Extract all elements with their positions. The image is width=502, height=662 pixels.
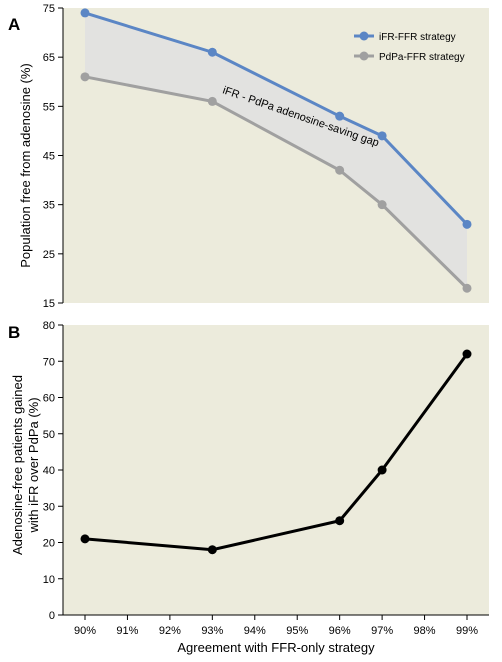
- panel-b-y-tick-label: 10: [43, 574, 55, 586]
- legend-ifr-label: iFR-FFR strategy: [379, 32, 456, 43]
- series-ifr-point: [377, 131, 387, 141]
- series-pdpa-point: [377, 200, 387, 210]
- panel-b-y-tick-label: 60: [43, 393, 55, 405]
- panel-b-letter: B: [8, 323, 20, 342]
- panel-a-y-tick-label: 15: [43, 298, 55, 310]
- panel-b-x-tick-label: 96%: [329, 625, 351, 637]
- panel-b-x-tick-label: 97%: [371, 625, 393, 637]
- panel-b-y-axis-label-line-2: with iFR over PdPa (%): [26, 397, 41, 533]
- series-pdpa-point: [462, 283, 472, 293]
- panel-a-y-tick-label: 55: [43, 101, 55, 113]
- panel-b-y-tick-label: 30: [43, 501, 55, 513]
- series-gain-point: [377, 465, 387, 475]
- panel-b-x-axis: 90% 91% 92% 93% 94% 95% 96% 97% 98% 99%: [63, 614, 489, 637]
- panel-b-x-tick-label: 92%: [159, 625, 181, 637]
- panel-b-y-axis-label-line-1: Adenosine-free patients gained: [10, 375, 25, 555]
- panel-b-x-tick-label: 95%: [286, 625, 308, 637]
- panel-b-x-axis-label: Agreement with FFR-only strategy: [177, 640, 375, 655]
- series-ifr-point: [207, 47, 217, 57]
- series-ifr-point: [80, 8, 90, 18]
- series-pdpa-point: [335, 165, 345, 175]
- panel-a-y-axis: 15 25 35 45 55 65 75: [43, 3, 64, 310]
- panel-b-x-tick-label: 99%: [456, 625, 478, 637]
- series-ifr-point: [462, 219, 472, 229]
- panel-b-x-tick-label: 91%: [116, 625, 138, 637]
- panel-b-y-tick-label: 0: [49, 610, 55, 622]
- panel-a-series: [80, 8, 472, 293]
- series-gain-point: [335, 516, 345, 526]
- adenosine-saving-gap-band: [85, 12, 467, 289]
- series-pdpa-point: [80, 72, 90, 82]
- panel-a-y-tick-label: 75: [43, 3, 55, 15]
- panel-b: B 0 10 20 30 40 50 60 70 80 90% 91% 92% 93% 94% 95% 96…: [8, 320, 489, 655]
- panel-b-y-axis: 0 10 20 30 40 50 60 70 80: [43, 320, 64, 622]
- legend-pdpa-label: PdPa-FFR strategy: [379, 52, 465, 63]
- panel-a-letter: A: [8, 15, 20, 34]
- panel-a-legend: iFR-FFR strategy PdPa-FFR strategy: [354, 31, 465, 63]
- panel-b-y-tick-label: 20: [43, 538, 55, 550]
- series-ifr-point: [335, 111, 345, 121]
- panel-b-series: [80, 349, 472, 555]
- panel-b-y-tick-label: 70: [43, 356, 55, 368]
- series-gain-point: [207, 545, 217, 555]
- panel-a-y-tick-label: 65: [43, 52, 55, 64]
- panel-b-x-tick-label: 93%: [201, 625, 223, 637]
- panel-b-y-tick-label: 50: [43, 429, 55, 441]
- panel-b-x-tick-label: 98%: [414, 625, 436, 637]
- series-pdpa-point: [207, 96, 217, 106]
- series-gain-point: [80, 534, 90, 544]
- panel-b-y-tick-label: 80: [43, 320, 55, 332]
- panel-b-x-tick-label: 94%: [244, 625, 266, 637]
- panel-b-plot-area: [63, 325, 489, 615]
- series-gain-point: [462, 349, 472, 359]
- panel-b-x-tick-label: 90%: [74, 625, 96, 637]
- panel-b-y-tick-label: 40: [43, 465, 55, 477]
- panel-a-y-axis-label: Population free from adenosine (%): [18, 63, 33, 268]
- panel-a-y-tick-label: 45: [43, 151, 55, 163]
- panel-a-y-tick-label: 35: [43, 200, 55, 212]
- legend-pdpa-marker: [359, 51, 369, 61]
- panel-a-y-tick-label: 25: [43, 249, 55, 261]
- legend-ifr-marker: [359, 31, 369, 41]
- gap-band-area: [85, 12, 467, 289]
